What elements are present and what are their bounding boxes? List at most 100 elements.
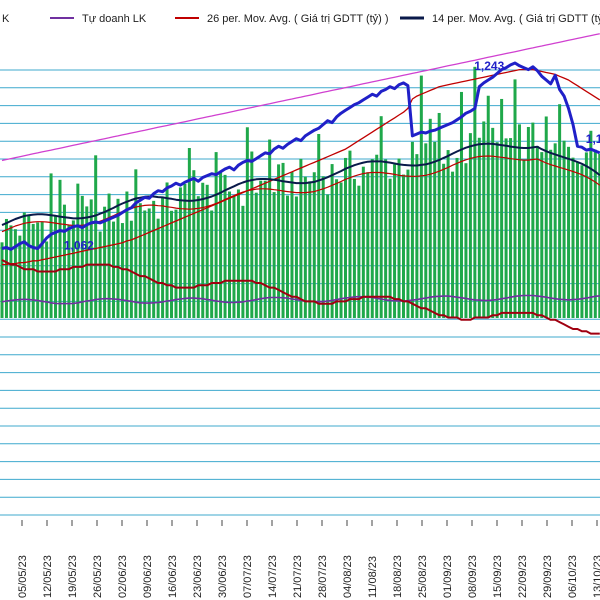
x-tick-label: 15/09/23 <box>492 555 504 598</box>
x-tick-label: 14/07/23 <box>267 555 279 598</box>
value-bar <box>491 127 495 318</box>
value-bar <box>245 127 249 318</box>
value-bar <box>241 205 245 318</box>
legend: K Tự doanh LK 26 per. Mov. Avg. ( Giá trị … <box>2 13 600 25</box>
value-bar <box>259 180 263 318</box>
value-bar <box>45 241 49 318</box>
value-bar <box>80 195 84 318</box>
value-bar <box>513 79 517 318</box>
value-bar <box>535 145 539 318</box>
value-bar <box>517 124 521 318</box>
legend-label: Tự doanh LK <box>82 13 147 25</box>
value-bar <box>455 157 459 318</box>
value-bar <box>312 172 316 318</box>
value-bar <box>468 133 472 318</box>
value-bar <box>120 223 124 318</box>
legend-label: 14 per. Mov. Avg. ( Giá trị GDTT (tỷ) ) <box>432 13 600 25</box>
value-bar <box>54 215 58 318</box>
value-bar <box>268 139 272 318</box>
value-bar <box>49 173 53 318</box>
value-bar <box>183 183 187 318</box>
index-line <box>1 61 600 251</box>
value-bar <box>419 75 423 318</box>
value-bar <box>567 146 571 318</box>
value-bar <box>205 184 209 318</box>
value-bar <box>62 204 66 318</box>
value-bar <box>236 189 240 318</box>
value-bar <box>580 165 584 318</box>
value-bar <box>36 222 40 318</box>
value-bar <box>348 150 352 318</box>
value-bar <box>303 176 307 318</box>
value-bar <box>27 214 31 318</box>
value-bar <box>593 149 597 318</box>
value-bar <box>437 112 441 318</box>
x-tick-label: 01/09/23 <box>442 555 454 598</box>
value-bar <box>152 200 156 318</box>
value-bar <box>361 166 365 318</box>
x-tick-label: 29/09/23 <box>542 555 554 598</box>
value-bar <box>94 155 98 318</box>
tu-doanh-line <box>1 294 600 305</box>
x-tick-label: 07/07/23 <box>242 555 254 598</box>
value-bar <box>201 182 205 318</box>
value-bar <box>584 152 588 318</box>
value-bar <box>125 191 129 318</box>
ma14-line <box>1 142 600 227</box>
x-tick-label: 02/06/23 <box>117 555 129 598</box>
value-bar <box>401 174 405 318</box>
value-bar <box>58 179 62 318</box>
value-bar <box>31 223 35 318</box>
value-bar <box>156 218 160 318</box>
value-bar <box>263 180 267 318</box>
value-bar <box>339 182 343 318</box>
value-bar <box>71 220 75 318</box>
value-bar <box>388 178 392 318</box>
x-tick-label: 16/06/23 <box>167 555 179 598</box>
value-bar <box>228 191 232 318</box>
x-tick-label: 30/06/23 <box>217 555 229 598</box>
value-bar <box>281 162 285 318</box>
x-tick-label: 18/08/23 <box>392 555 404 598</box>
value-bar <box>549 149 553 318</box>
value-bar <box>522 159 526 318</box>
value-bar <box>76 183 80 318</box>
value-bar <box>428 118 432 318</box>
value-bar <box>575 161 579 318</box>
value-bar <box>326 194 330 318</box>
value-bar <box>98 231 102 318</box>
value-bar <box>352 178 356 318</box>
value-bar <box>406 169 410 318</box>
value-bar <box>138 203 142 318</box>
x-tick-label: 28/07/23 <box>317 555 329 598</box>
value-bar <box>482 121 486 318</box>
value-bar <box>495 142 499 318</box>
value-bar <box>143 210 147 318</box>
value-bar <box>299 158 303 318</box>
value-bar <box>571 157 575 318</box>
value-bar <box>544 116 548 318</box>
value-bar <box>343 157 347 318</box>
value-bar <box>442 163 446 318</box>
value-bar <box>103 206 107 318</box>
value-bar <box>410 141 414 318</box>
value-bar <box>397 158 401 318</box>
x-tick-label: 26/05/23 <box>92 555 104 598</box>
value-bar <box>558 104 562 318</box>
value-bar <box>598 153 600 318</box>
value-bar <box>415 154 419 318</box>
series-lines <box>1 33 600 335</box>
value-bar <box>174 209 178 318</box>
x-tick-label: 05/05/23 <box>17 555 29 598</box>
value-bar <box>232 196 236 318</box>
value-bar <box>116 198 120 318</box>
value-bar <box>379 116 383 319</box>
value-bar <box>89 199 93 318</box>
value-bar <box>147 208 151 318</box>
value-bar <box>370 159 374 318</box>
value-bar <box>459 91 463 318</box>
value-bar <box>4 218 8 318</box>
x-tick-label: 25/08/23 <box>417 555 429 598</box>
value-bar <box>178 187 182 318</box>
